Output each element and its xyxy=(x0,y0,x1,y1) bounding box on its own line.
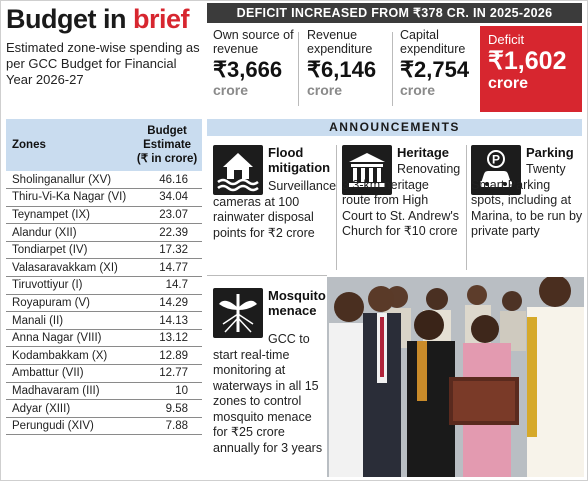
stat-unit: crore xyxy=(213,82,249,98)
zone-name: Thiru-Vi-Ka Nagar (VI) xyxy=(6,188,133,207)
flooded-house-icon xyxy=(213,145,263,195)
zone-estimate: 14.29 xyxy=(132,294,202,313)
zone-estimate: 12.89 xyxy=(132,346,202,366)
table-row: Manali (II) 14.13 xyxy=(6,311,202,330)
heritage-body: Renovating 3.3-km heritage route from Hi… xyxy=(342,162,461,238)
stat-revenue-expenditure: Revenue expenditure ₹6,146 crore xyxy=(307,28,391,110)
stat-unit: crore xyxy=(307,82,343,98)
zone-estimate: 9.58 xyxy=(132,399,202,418)
heritage-heading: Heritage xyxy=(397,145,450,160)
stat-unit: crore xyxy=(400,82,436,98)
deficit-unit: crore xyxy=(488,75,529,92)
table-row: Ambattur (VII) 12.77 xyxy=(6,364,202,383)
zone-name: Valasaravakkam (XI) xyxy=(6,258,133,278)
zone-estimate: 14.13 xyxy=(132,311,202,330)
stat-own-revenue: Own source of revenue ₹3,666 crore xyxy=(213,28,295,110)
table-row: Valasaravakkam (XI) 14.77 xyxy=(6,258,202,278)
table-row: Royapuram (V) 14.29 xyxy=(6,294,202,313)
deficit-banner: DEFICIT INCREASED FROM ₹378 CR. IN 2025-… xyxy=(207,3,582,23)
announcement-heritage: Heritage Renovating 3.3-km heritage rout… xyxy=(342,145,462,270)
stat-value: ₹3,666 xyxy=(213,57,283,82)
divider xyxy=(336,145,337,270)
flood-heading: Flood mitigation xyxy=(268,145,331,175)
zone-name: Ambattur (VII) xyxy=(6,364,133,383)
zone-estimate: 7.88 xyxy=(132,417,202,436)
announcement-flood: Flood mitigation Surveillance cameras at… xyxy=(213,145,337,270)
zone-name: Anna Nagar (VIII) xyxy=(6,329,133,348)
zone-estimate: 46.16 xyxy=(132,171,202,190)
announcements-header: ANNOUNCEMENTS xyxy=(207,119,582,136)
mosquito-heading: Mosquito menace xyxy=(268,288,326,318)
divider xyxy=(207,275,327,276)
page-title: Budget in brief xyxy=(6,4,190,34)
zone-name: Teynampet (IX) xyxy=(6,206,133,225)
table-row: Sholinganallur (XV) 46.16 xyxy=(6,171,202,190)
stat-value: ₹6,146 xyxy=(307,57,377,82)
zone-estimate: 14.77 xyxy=(132,258,202,278)
mosquito-icon xyxy=(213,288,263,338)
deficit-value: ₹1,602 xyxy=(488,47,567,75)
parking-heading: Parking xyxy=(526,145,574,160)
zone-estimate: 14.7 xyxy=(132,276,202,295)
zone-estimate: 23.07 xyxy=(132,206,202,225)
page-subtitle: Estimated zone-wise spending as per GCC … xyxy=(6,40,200,87)
zone-name: Kodambakkam (X) xyxy=(6,346,133,366)
table-row: Anna Nagar (VIII) 13.12 xyxy=(6,329,202,348)
table-header-row: Zones Budget Estimate (₹ in crore) xyxy=(6,119,202,171)
announcement-parking: P Parking Twenty Smart Parking spots, in… xyxy=(471,145,583,270)
zone-name: Tiruvottiyur (I) xyxy=(6,276,133,295)
zone-name: Perungudi (XIV) xyxy=(6,417,133,436)
divider xyxy=(298,32,299,106)
table-row: Alandur (XII) 22.39 xyxy=(6,223,202,242)
stat-label: Own source of revenue xyxy=(213,28,294,56)
table-row: Madhavaram (III) 10 xyxy=(6,382,202,401)
svg-text:P: P xyxy=(492,153,500,167)
table-row: Perungudi (XIV) 7.88 xyxy=(6,417,202,436)
divider xyxy=(466,145,467,270)
zone-name: Alandur (XII) xyxy=(6,223,133,242)
estimate-header: Budget Estimate (₹ in crore) xyxy=(132,119,202,171)
zone-name: Tondiarpet (IV) xyxy=(6,241,133,260)
zone-estimate: 12.77 xyxy=(132,364,202,383)
zone-estimate: 22.39 xyxy=(132,223,202,242)
table-row: Kodambakkam (X) 12.89 xyxy=(6,346,202,366)
zone-name: Royapuram (V) xyxy=(6,294,133,313)
stat-label: Capital expenditure xyxy=(400,28,466,56)
left-column: Budget in brief Estimated zone-wise spen… xyxy=(6,4,202,478)
zone-estimate: 10 xyxy=(132,382,202,401)
zone-estimate: 17.32 xyxy=(132,241,202,260)
zone-name: Manali (II) xyxy=(6,311,133,330)
deficit-label: Deficit xyxy=(488,32,525,47)
zone-name: Sholinganallur (XV) xyxy=(6,171,133,190)
parking-body: Twenty Smart Parking spots, including at… xyxy=(471,162,583,238)
announcement-mosquito: Mosquito menace GCC to start real-time m… xyxy=(213,288,326,478)
parking-car-icon: P xyxy=(471,145,521,195)
stat-value: ₹2,754 xyxy=(400,57,470,82)
zone-estimate: 13.12 xyxy=(132,329,202,348)
divider xyxy=(392,32,393,106)
zone-estimate: 34.04 xyxy=(132,188,202,207)
stats-row: Own source of revenue ₹3,666 crore Reven… xyxy=(207,26,582,114)
table-row: Tondiarpet (IV) 17.32 xyxy=(6,241,202,260)
zone-name: Adyar (XIII) xyxy=(6,399,133,418)
stat-capital-expenditure: Capital expenditure ₹2,754 crore xyxy=(400,28,478,110)
table-row: Teynampet (IX) 23.07 xyxy=(6,206,202,225)
table-row: Thiru-Vi-Ka Nagar (VI) 34.04 xyxy=(6,188,202,207)
deficit-box: Deficit ₹1,602 crore xyxy=(480,26,582,112)
table-row: Adyar (XIII) 9.58 xyxy=(6,399,202,418)
table-row: Tiruvottiyur (I) 14.7 xyxy=(6,276,202,295)
zones-header: Zones xyxy=(6,119,133,171)
zone-name: Madhavaram (III) xyxy=(6,382,133,401)
flood-body: Surveillance cameras at 100 rainwater di… xyxy=(213,179,337,240)
stat-label: Revenue expenditure xyxy=(307,28,373,56)
mosquito-body: GCC to start real-time monitoring at wat… xyxy=(213,332,323,455)
heritage-building-icon xyxy=(342,145,392,195)
event-photo xyxy=(327,277,584,477)
zone-table: Zones Budget Estimate (₹ in crore) Sholi… xyxy=(6,119,202,436)
